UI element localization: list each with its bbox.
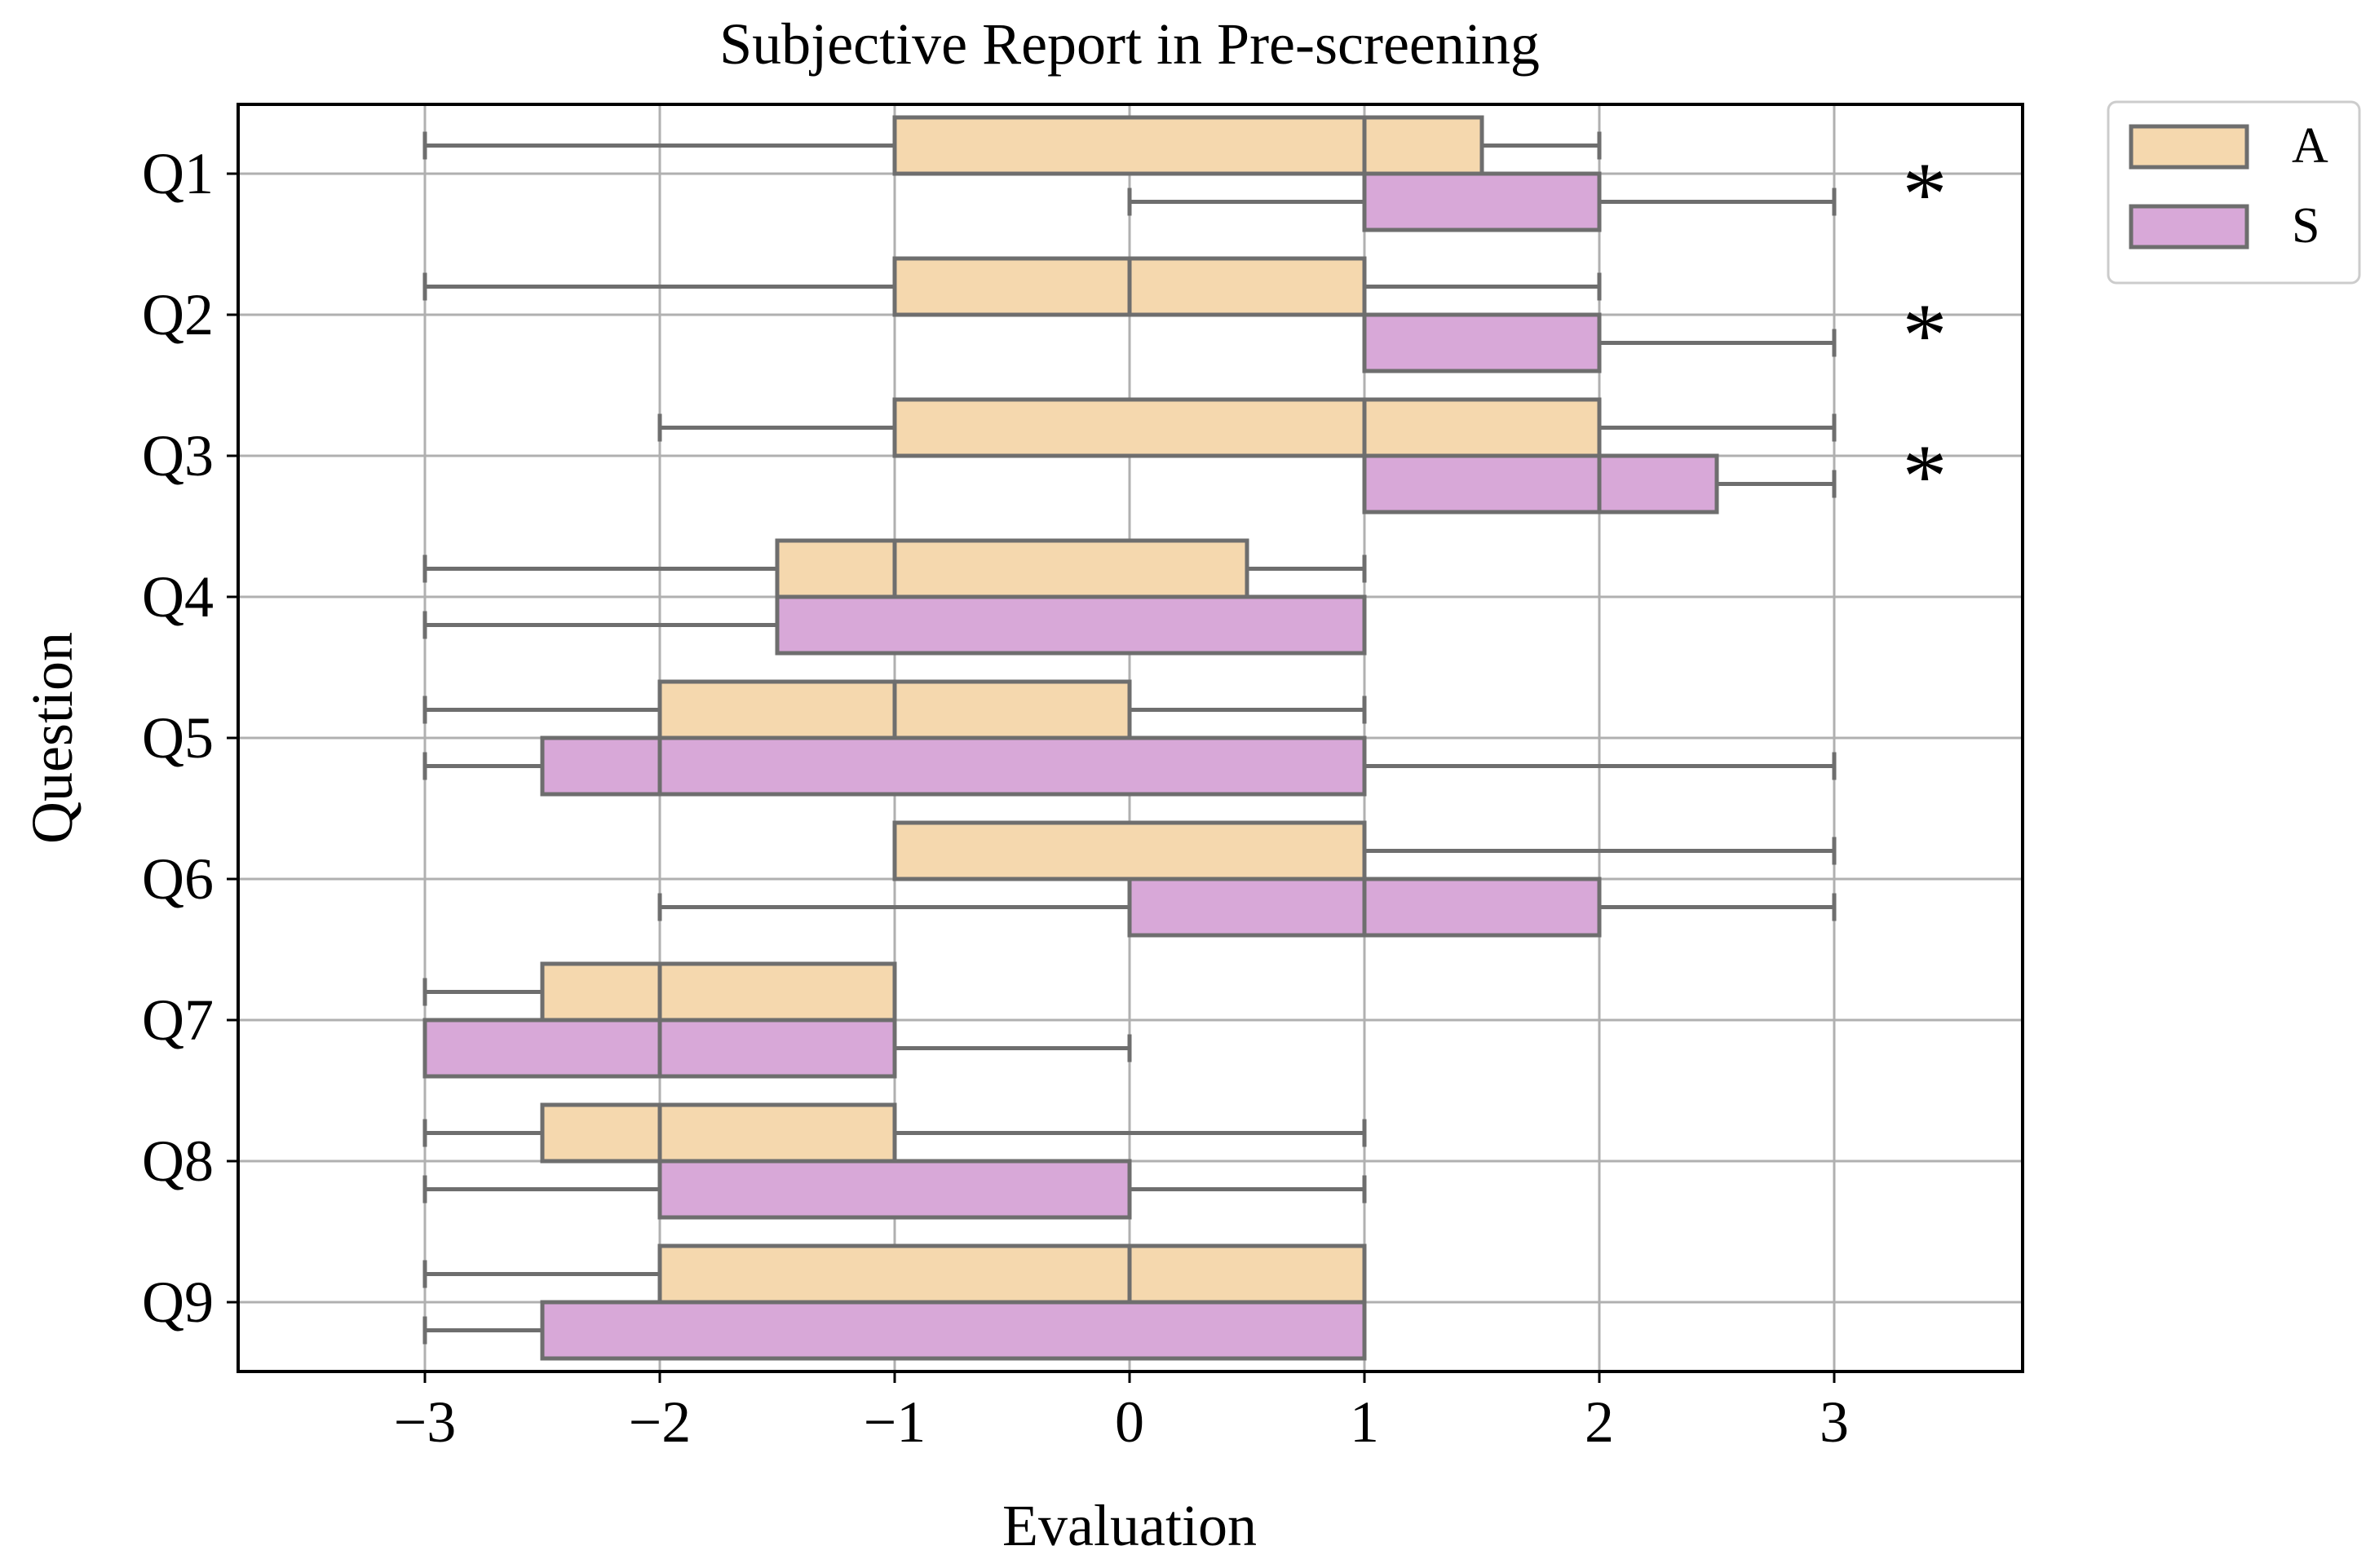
y-tick-label: Q5 bbox=[142, 705, 214, 771]
box-body bbox=[540, 961, 897, 1023]
box-A-Q6 bbox=[892, 820, 1837, 881]
y-tick-label: Q2 bbox=[142, 282, 214, 347]
box-A-Q5 bbox=[422, 679, 1367, 740]
box-A-Q8 bbox=[422, 1102, 1367, 1164]
y-axis-label: Question bbox=[20, 632, 85, 844]
significance-layer: * * * bbox=[1903, 144, 1948, 526]
legend-swatch bbox=[2129, 204, 2249, 250]
y-tick-label: Q8 bbox=[142, 1129, 214, 1194]
box-A-Q9 bbox=[422, 1243, 1367, 1305]
axis-layer: −3 −2 −1 0 1 2 3 Q1 Q2 Q3 Q4 Q5 Q6 Q7 Q8 Q9 bbox=[142, 141, 1849, 1455]
legend-item-A: A bbox=[2129, 118, 2328, 174]
box-body bbox=[892, 115, 1484, 176]
y-tick-label: Q4 bbox=[142, 564, 214, 629]
x-tick-label: 3 bbox=[1820, 1389, 1849, 1455]
box-S-Q2 bbox=[1362, 312, 1837, 373]
box-S-Q5 bbox=[422, 735, 1837, 797]
box-body bbox=[892, 820, 1367, 881]
y-tick-label: Q3 bbox=[142, 423, 214, 488]
box-S-Q3 bbox=[1362, 453, 1837, 515]
box-body bbox=[540, 1102, 897, 1164]
box-body bbox=[657, 1243, 1367, 1305]
legend-label: A bbox=[2292, 118, 2328, 174]
significance-marker: * bbox=[1903, 426, 1948, 526]
legend-label: S bbox=[2292, 198, 2319, 254]
legend: AS bbox=[2107, 100, 2361, 285]
box-S-Q4 bbox=[422, 594, 1367, 656]
y-tick-label: Q1 bbox=[142, 141, 214, 206]
box-S-Q8 bbox=[422, 1159, 1367, 1220]
box-A-Q7 bbox=[422, 961, 897, 1023]
x-tick-label: −1 bbox=[864, 1389, 926, 1455]
box-S-Q9 bbox=[422, 1300, 1367, 1361]
legend-item-S: S bbox=[2129, 198, 2319, 254]
x-tick-label: 2 bbox=[1585, 1389, 1614, 1455]
x-tick-label: 1 bbox=[1350, 1389, 1379, 1455]
y-tick-label: Q7 bbox=[142, 987, 214, 1053]
x-axis-label: Evaluation bbox=[1002, 1493, 1257, 1558]
y-tick-label: Q9 bbox=[142, 1270, 214, 1335]
box-layer bbox=[422, 115, 1837, 1361]
chart-title: Subjective Report in Pre-screening bbox=[719, 11, 1540, 77]
box-body bbox=[775, 594, 1367, 656]
box-body bbox=[540, 1300, 1367, 1361]
box-body bbox=[892, 397, 1602, 458]
box-A-Q2 bbox=[422, 256, 1602, 317]
box-S-Q6 bbox=[657, 877, 1837, 938]
legend-swatch bbox=[2129, 124, 2249, 170]
box-A-Q3 bbox=[657, 397, 1837, 458]
box-body bbox=[775, 538, 1249, 599]
significance-marker: * bbox=[1903, 144, 1948, 244]
x-tick-label: 0 bbox=[1115, 1389, 1144, 1455]
box-body bbox=[540, 735, 1367, 797]
box-S-Q7 bbox=[422, 1018, 1132, 1079]
box-A-Q4 bbox=[422, 538, 1367, 599]
box-A-Q1 bbox=[422, 115, 1602, 176]
y-tick-label: Q6 bbox=[142, 846, 214, 912]
box-body bbox=[1362, 171, 1602, 232]
box-body bbox=[657, 1159, 1132, 1220]
box-body bbox=[1362, 453, 1719, 515]
x-tick-label: −3 bbox=[394, 1389, 457, 1455]
box-S-Q1 bbox=[1127, 171, 1837, 232]
box-body bbox=[1362, 312, 1602, 373]
x-tick-label: −2 bbox=[629, 1389, 692, 1455]
significance-marker: * bbox=[1903, 285, 1948, 385]
